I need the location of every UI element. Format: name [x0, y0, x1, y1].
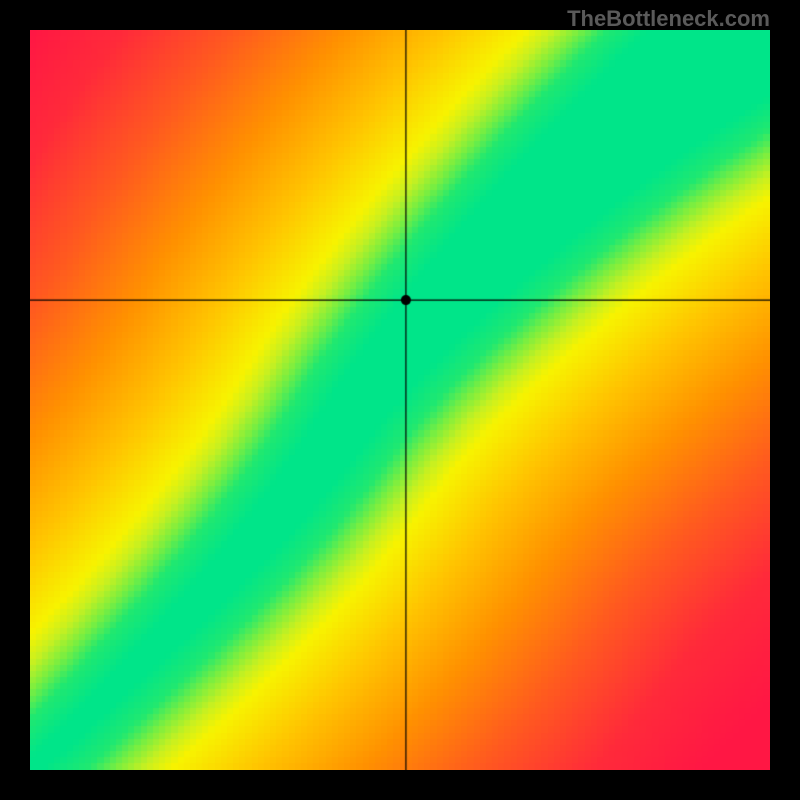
chart-container: TheBottleneck.com [0, 0, 800, 800]
watermark-text: TheBottleneck.com [567, 6, 770, 32]
bottleneck-heatmap [30, 30, 770, 770]
